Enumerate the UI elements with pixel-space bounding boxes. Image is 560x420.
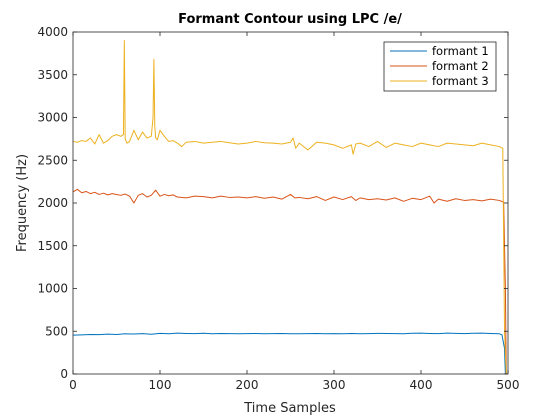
y-axis-label: Frequency (Hz) <box>15 154 30 252</box>
x-tick-label: 400 <box>410 378 433 392</box>
y-tick-label: 0 <box>60 367 68 381</box>
y-tick-label: 2500 <box>37 153 68 167</box>
y-tick-label: 3000 <box>37 111 68 125</box>
y-tick-label: 1000 <box>37 282 68 296</box>
x-tick-label: 200 <box>236 378 259 392</box>
y-tick-label: 3500 <box>37 68 68 82</box>
legend-label-1: formant 1 <box>432 44 489 58</box>
x-tick-label: 300 <box>323 378 346 392</box>
x-tick-label: 0 <box>69 378 77 392</box>
x-tick-label: 100 <box>149 378 172 392</box>
legend-label-2: formant 2 <box>432 59 489 73</box>
y-tick-label: 1500 <box>37 239 68 253</box>
y-tick-label: 2000 <box>37 196 68 210</box>
chart-title: Formant Contour using LPC /e/ <box>178 12 402 27</box>
legend-label-3: formant 3 <box>432 74 489 88</box>
x-tick-label: 500 <box>497 378 520 392</box>
x-axis-label: Time Samples <box>243 401 336 416</box>
y-tick-label: 500 <box>45 324 68 338</box>
y-tick-label: 4000 <box>37 25 68 39</box>
